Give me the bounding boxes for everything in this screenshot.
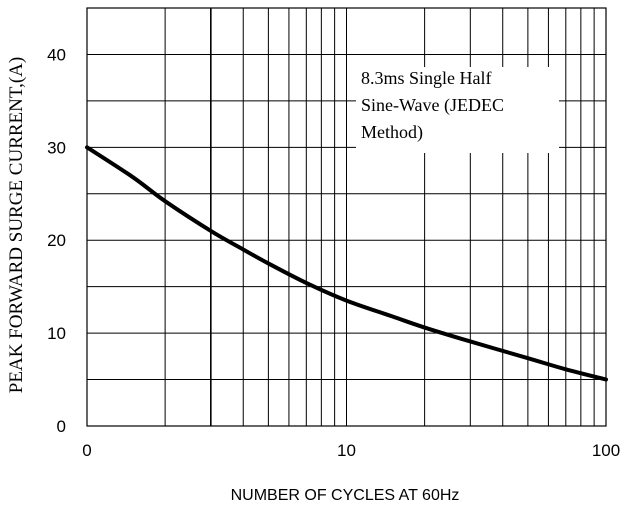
y-tick-label: 30 [47, 138, 66, 157]
x-tick-labels: 0 10 100 [82, 441, 620, 460]
y-tick-labels: 0 10 20 30 40 [47, 45, 66, 436]
y-tick-label: 0 [57, 417, 66, 436]
y-tick-label: 20 [47, 231, 66, 250]
annotation-line-1: 8.3ms Single Half [361, 68, 492, 88]
x-tick-label: 0 [82, 441, 91, 460]
y-axis-title: PEAK FORWARD SURGE CURRENT,(A) [6, 57, 27, 393]
x-axis-title: NUMBER OF CYCLES AT 60Hz [231, 487, 460, 504]
annotation-line-2: Sine-Wave (JEDEC [361, 95, 504, 116]
y-tick-label: 40 [47, 45, 66, 64]
x-tick-label: 100 [592, 441, 620, 460]
annotation-line-3: Method) [361, 122, 423, 143]
x-tick-label: 10 [337, 441, 356, 460]
y-tick-label: 10 [47, 324, 66, 343]
annotation-box: 8.3ms Single Half Sine-Wave (JEDEC Metho… [356, 67, 559, 153]
